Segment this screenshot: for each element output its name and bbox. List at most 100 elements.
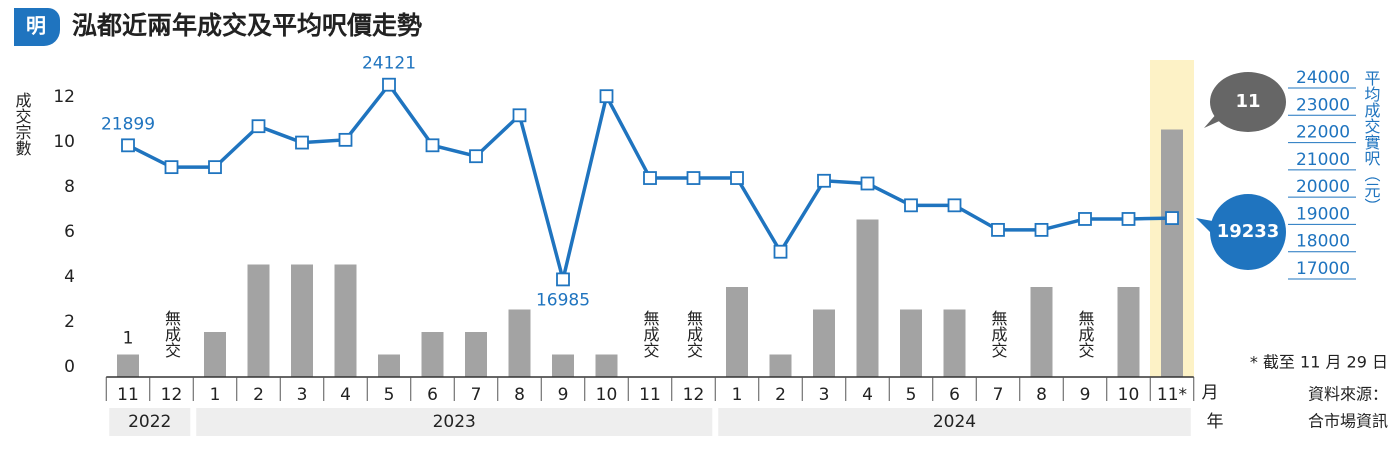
- line-point: [512, 108, 527, 123]
- line-point: [425, 138, 440, 153]
- line-value-label: 24121: [362, 54, 416, 74]
- source: 合市場資訊: [1308, 412, 1388, 431]
- line-value-label: 21899: [101, 114, 155, 134]
- y2-tick-label: 18000: [1296, 232, 1350, 252]
- bar: [378, 354, 400, 377]
- logo: 明: [26, 14, 46, 38]
- x-tick-label: 5: [384, 385, 395, 405]
- x-tick-label: 4: [862, 385, 873, 405]
- line-point: [773, 244, 788, 259]
- x-tick-label: 8: [514, 385, 525, 405]
- bar: [595, 354, 618, 377]
- bar-value-label: 無成交: [641, 310, 660, 358]
- bar: [1161, 129, 1183, 377]
- x-tick-label: 12: [683, 385, 705, 405]
- bar-value-label: 1: [123, 329, 134, 349]
- line-point: [295, 135, 309, 150]
- year-label: 2022: [128, 412, 171, 432]
- y-tick-label: 10: [53, 132, 75, 152]
- x-tick-label: 2: [253, 385, 264, 405]
- line-point: [730, 171, 744, 185]
- line-point: [1165, 211, 1179, 225]
- line-point: [643, 171, 657, 185]
- note: * 截至 11 月 29 日: [1250, 353, 1388, 372]
- x-tick-label: 5: [906, 385, 917, 405]
- line-point: [1034, 222, 1049, 237]
- x-tick-label: 1: [210, 385, 221, 405]
- x-tick-label: 6: [949, 385, 960, 405]
- bar: [291, 264, 313, 377]
- callout: [1210, 72, 1286, 132]
- y-tick-label: 0: [64, 357, 75, 377]
- y-tick-label: 6: [64, 222, 75, 242]
- line-point: [599, 89, 614, 104]
- line-point: [1078, 212, 1092, 226]
- bar-value-label: 無成交: [162, 310, 181, 358]
- line-point: [164, 160, 179, 175]
- line-point: [817, 173, 831, 188]
- x-tick-label: 12: [161, 385, 183, 405]
- bar: [421, 332, 444, 377]
- x-tick-label: 9: [1080, 385, 1091, 405]
- x-tick-label: 4: [340, 385, 351, 405]
- y2-tick-label: 19000: [1296, 204, 1350, 224]
- bar: [247, 264, 270, 377]
- y2-tick-label: 24000: [1296, 68, 1350, 88]
- x-tick-label: 7: [993, 385, 1004, 405]
- bar: [465, 332, 487, 377]
- year-label: 2024: [933, 412, 976, 432]
- x-tick-label: 6: [427, 385, 438, 405]
- callout: [1210, 194, 1286, 270]
- bar: [117, 354, 139, 377]
- x-unit-year: 年: [1207, 412, 1224, 432]
- line-point: [121, 138, 135, 153]
- line-point: [991, 222, 1005, 237]
- line-point: [208, 160, 222, 175]
- bar: [552, 354, 574, 377]
- line-point: [1121, 212, 1136, 226]
- line-point: [860, 176, 875, 191]
- bar: [856, 219, 879, 377]
- line-value-label: 19233: [1217, 221, 1280, 242]
- bar: [204, 332, 226, 377]
- line-point: [556, 272, 570, 287]
- x-tick-label: 3: [819, 385, 830, 405]
- y2-tick-label: 22000: [1296, 123, 1350, 143]
- line-point: [338, 132, 353, 147]
- bar-value-label: 無成交: [1076, 310, 1095, 358]
- y-tick-label: 8: [64, 177, 75, 197]
- y2-tick-label: 20000: [1296, 177, 1350, 197]
- line-point: [469, 149, 483, 164]
- y-tick-label: 4: [64, 267, 75, 287]
- line-point: [904, 198, 918, 213]
- line-point: [947, 198, 962, 213]
- year-band: [196, 408, 713, 436]
- x-tick-label: 9: [558, 385, 569, 405]
- bar: [943, 309, 966, 377]
- x-tick-label: 8: [1036, 385, 1047, 405]
- chart-title: 泓都近兩年成交及平均呎價走勢: [72, 11, 422, 40]
- x-unit-month: 月: [1202, 383, 1219, 403]
- x-tick-label: 10: [1118, 385, 1140, 405]
- y2-axis-label: 平均成交實呎（元）: [1362, 70, 1381, 214]
- x-tick-label: 10: [596, 385, 618, 405]
- bar-value-label: 無成交: [989, 310, 1008, 358]
- x-tick-label: 7: [471, 385, 482, 405]
- logo-shape: [14, 8, 60, 46]
- x-tick-label: 2: [775, 385, 786, 405]
- bar: [900, 309, 922, 377]
- bar-value-label: 無成交: [684, 310, 703, 358]
- bar: [1030, 287, 1053, 377]
- x-tick-label: 11: [117, 385, 139, 405]
- bar: [813, 309, 835, 377]
- year-label: 2023: [433, 412, 476, 432]
- line-point: [251, 119, 266, 134]
- bar: [726, 287, 748, 377]
- year-band: [718, 408, 1191, 436]
- x-tick-label: 3: [297, 385, 308, 405]
- bar: [1117, 287, 1140, 377]
- line-value-label: 16985: [536, 290, 590, 310]
- bar: [769, 354, 792, 377]
- y2-tick-label: 23000: [1296, 95, 1350, 115]
- y-axis-label: 成交宗數: [13, 92, 32, 156]
